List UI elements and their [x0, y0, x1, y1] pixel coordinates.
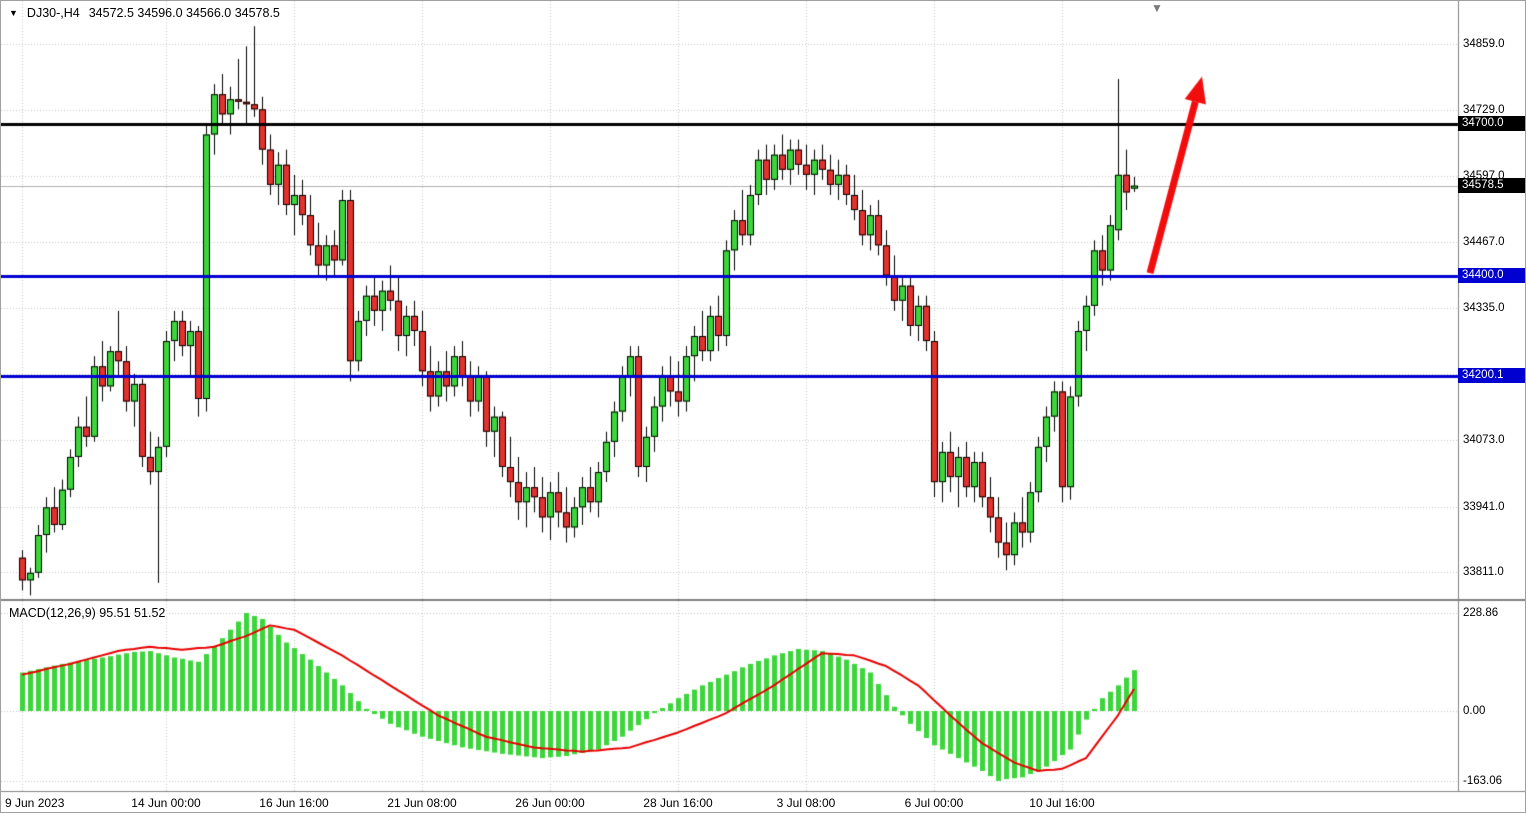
time-axis-label: 9 Jun 2023	[5, 796, 65, 810]
time-axis-label: 10 Jul 16:00	[1029, 796, 1095, 810]
time-axis-label: 26 Jun 00:00	[515, 796, 585, 810]
price-axis-label: 33811.0	[1463, 566, 1504, 579]
window-menu-icon[interactable]: ▼	[9, 8, 18, 18]
time-axis-label: 16 Jun 16:00	[259, 796, 329, 810]
price-axis-label: 34073.0	[1463, 434, 1505, 447]
current-price-badge: 34578.5	[1458, 177, 1525, 193]
time-axis-label: 3 Jul 08:00	[776, 796, 836, 810]
price-axis-label: 34467.0	[1463, 235, 1505, 248]
price-axis-label: 34729.0	[1463, 103, 1505, 116]
macd-indicator-label: MACD(12,26,9) 95.51 51.52	[9, 606, 166, 620]
price-axis-label: 33941.0	[1463, 500, 1505, 513]
chart-shift-marker-icon[interactable]: ▼	[1151, 1, 1163, 15]
hline-price-badge: 34700.0	[1458, 116, 1525, 132]
hline-price-badge: 34400.0	[1458, 267, 1525, 283]
hline-price-badge: 34200.1	[1458, 368, 1525, 384]
price-axis-label: 34859.0	[1463, 38, 1505, 51]
macd-axis-label: 0.00	[1463, 705, 1486, 717]
macd-axis-label: 228.86	[1463, 607, 1499, 620]
time-axis-label: 14 Jun 00:00	[131, 796, 201, 810]
ohlc-values: 34572.5 34596.0 34566.0 34578.5	[88, 6, 280, 20]
chart-header: ▼ DJ30-,H4 34572.5 34596.0 34566.0 34578…	[9, 6, 280, 20]
time-axis-label: 28 Jun 16:00	[643, 796, 713, 810]
time-axis-label: 21 Jun 08:00	[387, 796, 457, 810]
price-axis-label: 34335.0	[1463, 302, 1505, 315]
macd-axis-label: -163.06	[1463, 774, 1503, 787]
time-axis-label: 6 Jul 00:00	[904, 796, 964, 810]
symbol-period-label: DJ30-,H4	[26, 6, 80, 20]
